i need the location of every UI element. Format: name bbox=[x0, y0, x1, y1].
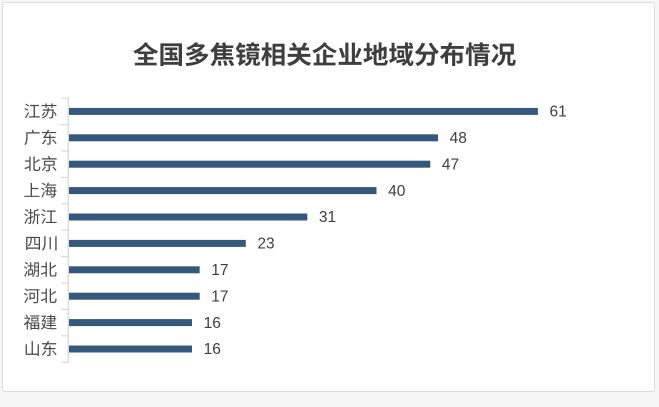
svg-text:16: 16 bbox=[204, 315, 221, 332]
svg-text:17: 17 bbox=[211, 262, 228, 279]
svg-text:23: 23 bbox=[257, 236, 274, 253]
svg-text:48: 48 bbox=[450, 130, 467, 147]
svg-text:31: 31 bbox=[319, 209, 336, 226]
svg-text:61: 61 bbox=[550, 104, 567, 121]
svg-text:47: 47 bbox=[442, 156, 459, 173]
svg-text:17: 17 bbox=[211, 288, 228, 305]
svg-text:16: 16 bbox=[204, 341, 221, 358]
svg-text:40: 40 bbox=[388, 183, 406, 200]
